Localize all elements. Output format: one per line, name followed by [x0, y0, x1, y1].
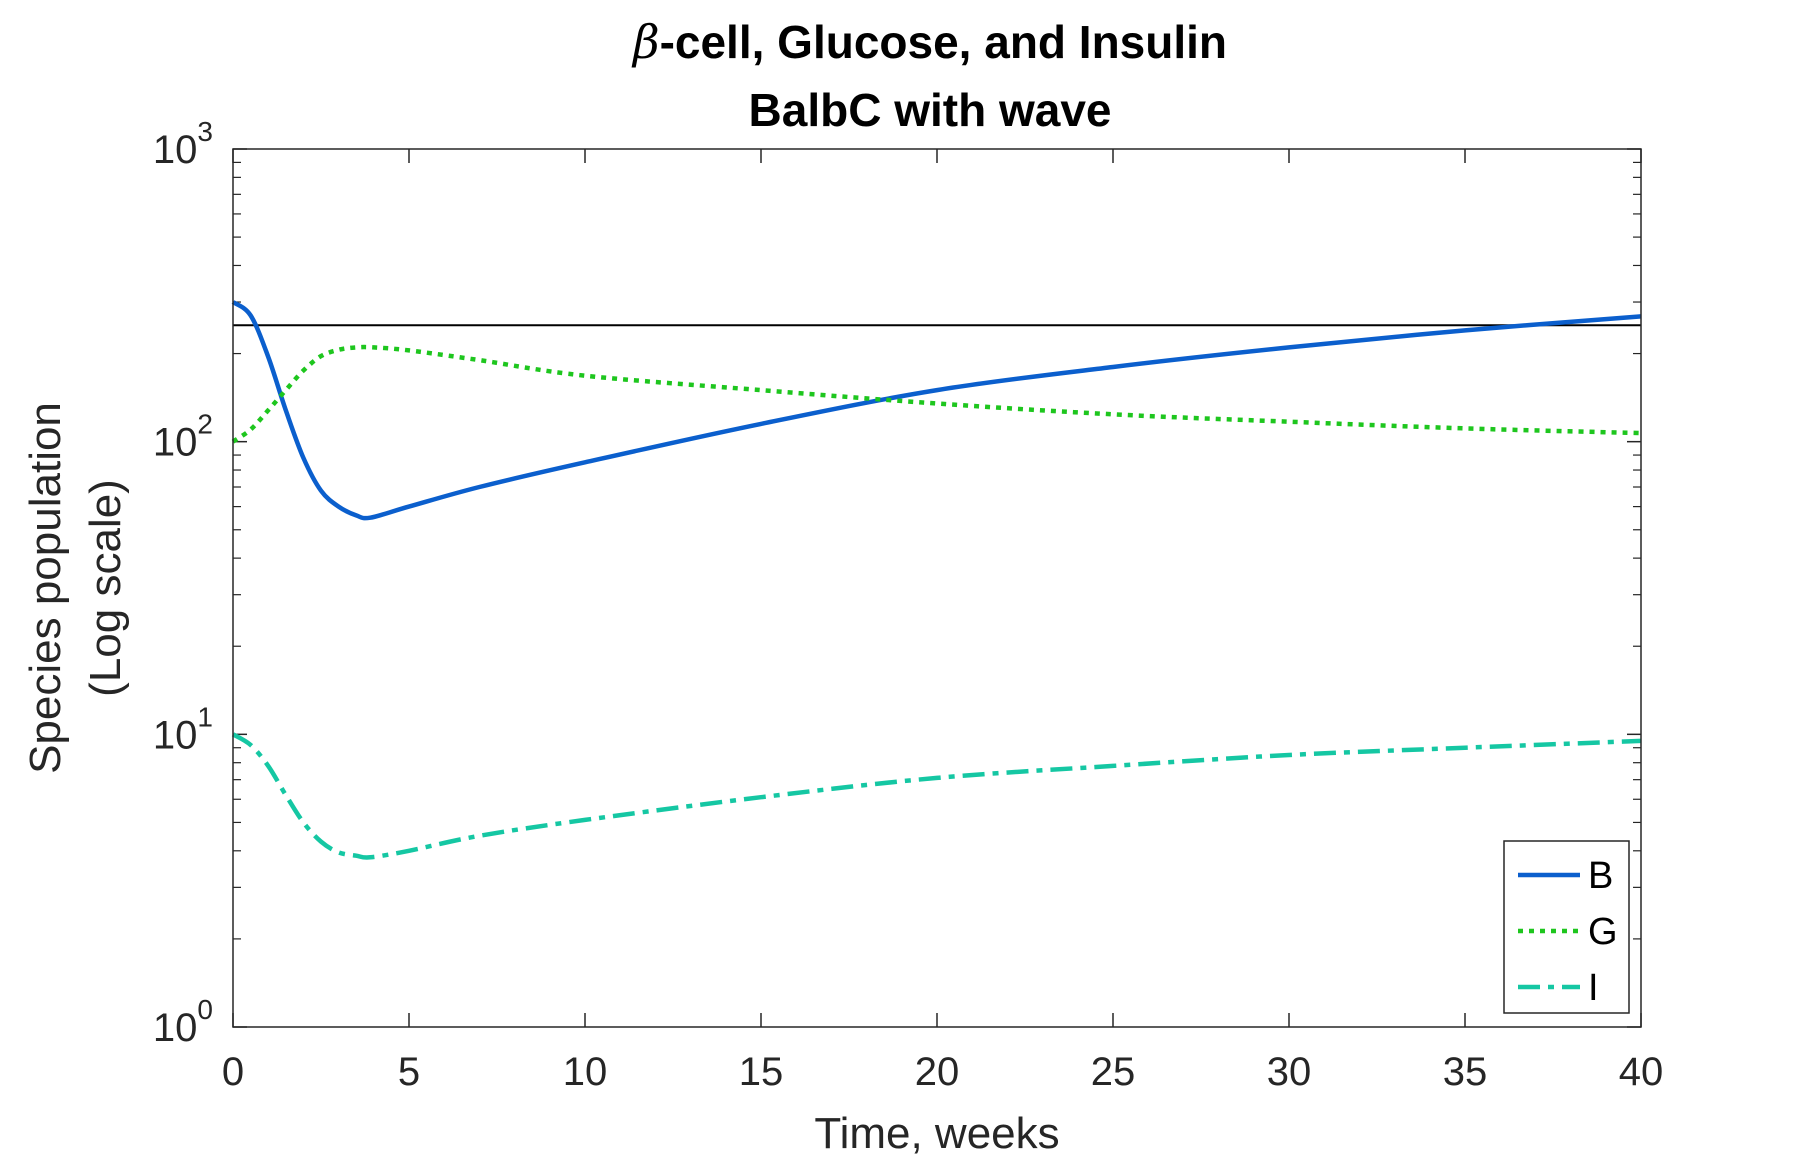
x-tick-label-4: 20: [915, 1050, 960, 1094]
x-tick-label-8: 40: [1619, 1050, 1664, 1094]
title-text: -cell, Glucose, and Insulin: [660, 16, 1227, 68]
y-tick-base-0: 10: [153, 1006, 198, 1050]
legend-label-B: B: [1588, 855, 1613, 897]
y-tick-label-1: 101: [153, 701, 213, 757]
axes-box: [233, 149, 1641, 1027]
x-tick-label-3: 15: [739, 1050, 784, 1094]
minor-ticks: [233, 161, 1641, 940]
y-axis-label-line1: Species population: [21, 402, 70, 774]
x-tick-labels: 0 5 10 15 20 25 30 35 40: [222, 1050, 1663, 1094]
plot-area: [231, 148, 1642, 1028]
series-line-G: [231, 344, 1642, 444]
x-tick-label-6: 30: [1267, 1050, 1312, 1094]
legend-box: [1503, 840, 1630, 1014]
y-tick-base-1: 10: [153, 713, 198, 757]
x-tick-label-2: 10: [563, 1050, 608, 1094]
x-tick-label-1: 5: [398, 1050, 420, 1094]
x-tick-label-5: 25: [1091, 1050, 1136, 1094]
y-axis-label-line2: (Log scale): [81, 479, 130, 697]
title-symbol: β: [631, 15, 660, 69]
axes-frame: [232, 148, 1642, 1028]
x-tick-label-0: 0: [222, 1050, 244, 1094]
y-tick-exp-2: 2: [197, 409, 213, 440]
series-line-B: [231, 300, 1642, 521]
y-tick-exp-1: 1: [197, 701, 213, 732]
x-axis-label: Time, weeks: [814, 1109, 1059, 1158]
y-tick-label-3: 103: [153, 116, 213, 172]
legend-label-G: G: [1588, 911, 1618, 953]
y-tick-base-2: 10: [153, 421, 198, 465]
series-line-I: [231, 732, 1642, 860]
y-tick-exp-0: 0: [197, 994, 213, 1025]
legend: BGI: [1503, 840, 1630, 1014]
legend-label-I: I: [1588, 967, 1599, 1009]
y-tick-base-3: 10: [153, 128, 198, 172]
series-group: [231, 300, 1642, 860]
chart-subtitle: BalbC with wave: [749, 84, 1112, 136]
y-tick-label-2: 102: [153, 409, 213, 465]
chart-title-line1: β-cell, Glucose, and Insulin: [631, 15, 1227, 69]
x-tick-label-7: 35: [1443, 1050, 1488, 1094]
y-tick-label-0: 100: [153, 994, 213, 1050]
y-tick-exp-3: 3: [197, 116, 213, 147]
